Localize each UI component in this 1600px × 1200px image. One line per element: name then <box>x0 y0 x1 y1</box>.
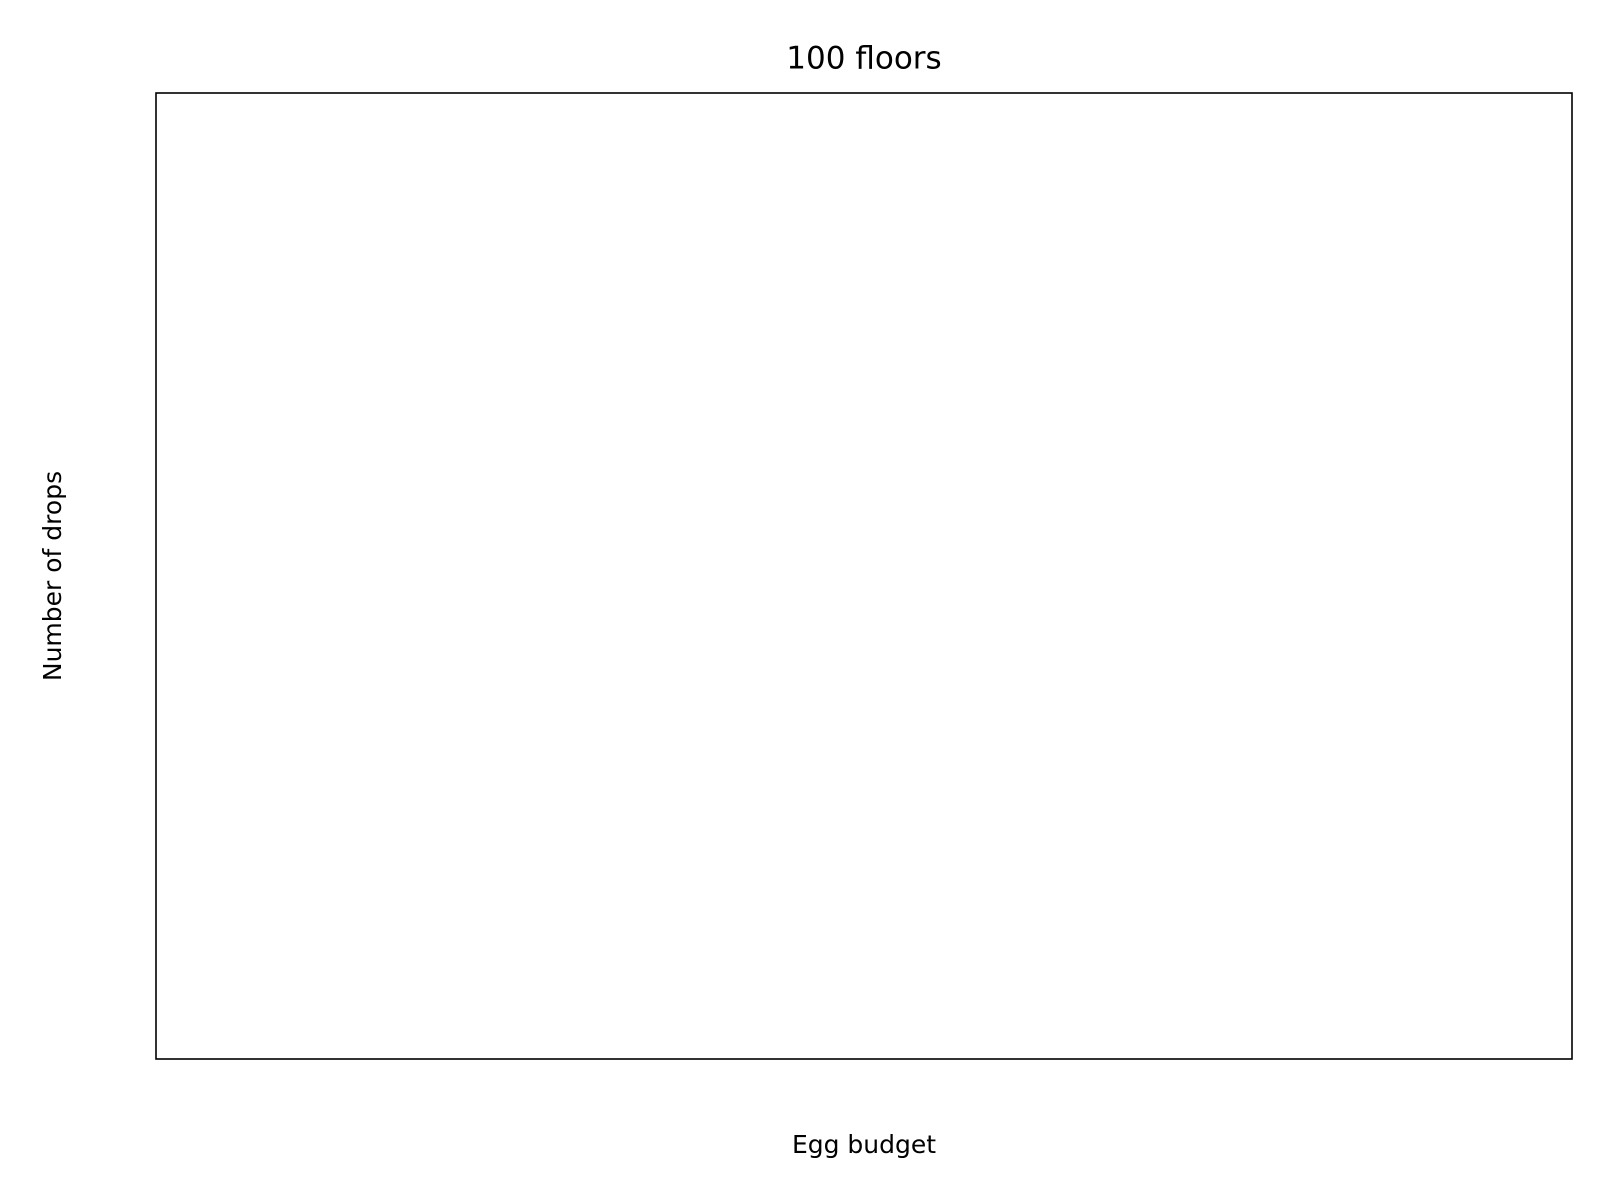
y-axis-label: Number of drops <box>38 471 67 681</box>
x-axis-label: Egg budget <box>792 1130 936 1159</box>
plot-frame <box>155 92 1573 1060</box>
chart-title: 100 floors <box>786 41 941 77</box>
